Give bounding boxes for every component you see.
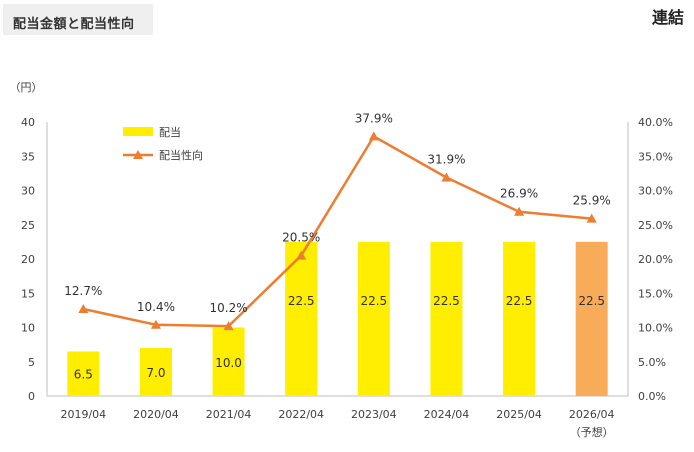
payout-ratio-label: 12.7%	[64, 284, 102, 298]
payout-ratio-marker	[78, 304, 89, 314]
x-tick-label: 2024/04	[424, 408, 470, 421]
legend-label-dividend: 配当	[159, 125, 181, 139]
x-tick-label: 2025/04	[496, 408, 542, 421]
y-tick-label: 20	[21, 253, 35, 266]
dividend-bar	[212, 327, 245, 396]
payout-ratio-marker	[296, 250, 307, 260]
x-tick-label: 2021/04	[206, 408, 252, 421]
y-axis-ticks: 0 5 10 15 20 25 30 35 40	[21, 116, 35, 403]
y2-tick-label: 15.0%	[638, 287, 673, 300]
dividend-bar-label: 22.5	[506, 294, 533, 308]
consolidated-label: 連結	[651, 8, 684, 27]
y2-tick-label: 10.0%	[638, 322, 673, 335]
payout-ratio-label: 10.4%	[137, 300, 175, 314]
chart-title: 配当金額と配当性向	[13, 17, 135, 32]
x-axis-ticks: 2019/04 2020/04 2021/04 2022/04 2023/04 2024/…	[60, 408, 614, 439]
y2-tick-label: 5.0%	[638, 356, 666, 369]
payout-ratio-labels: 12.7% 10.4% 10.2% 20.5% 37.9% 31.9% 26.9% 25.9%	[64, 111, 611, 315]
y-tick-label: 30	[21, 185, 35, 198]
y-axis-unit: （円）	[10, 81, 43, 94]
x-tick-label: 2019/04	[60, 408, 106, 421]
dividend-bar-label: 10.0	[215, 356, 242, 370]
dividend-bar	[67, 351, 100, 396]
dividend-bar-label: 22.5	[360, 294, 387, 308]
y2-axis-ticks: 0.0% 5.0% 10.0% 15.0% 20.0% 25.0% 30.0% 35.0% 40…	[638, 116, 673, 403]
y2-tick-label: 20.0%	[638, 253, 673, 266]
y-tick-label: 10	[21, 322, 35, 335]
payout-ratio-line	[78, 131, 597, 331]
dividend-bar	[430, 241, 463, 396]
payout-ratio-polyline	[83, 135, 592, 328]
dividend-bar-labels: 6.5 7.0 10.0 22.5 22.5 22.5 22.5 22.5	[74, 294, 605, 382]
title-box: 配当金額と配当性向	[3, 4, 153, 35]
dividend-bar-label: 22.5	[433, 294, 460, 308]
dividend-bar	[139, 348, 172, 396]
y-tick-label: 40	[21, 116, 35, 129]
legend-marker-payout-ratio	[133, 150, 143, 159]
y-tick-label: 0	[28, 390, 35, 403]
dividend-bars	[67, 241, 608, 396]
dividend-bar-label: 22.5	[578, 294, 605, 308]
payout-ratio-marker	[368, 131, 379, 141]
legend: 配当 配当性向	[123, 125, 203, 162]
dividend-bar	[503, 241, 536, 396]
legend-label-payout-ratio: 配当性向	[159, 148, 203, 162]
payout-ratio-marker	[150, 319, 161, 329]
payout-ratio-marker	[223, 321, 234, 331]
payout-ratio-label: 20.5%	[282, 231, 320, 245]
y2-tick-label: 30.0%	[638, 185, 673, 198]
x-tick-note: （予想）	[570, 425, 614, 439]
axes	[46, 122, 629, 397]
payout-ratio-label: 25.9%	[573, 194, 611, 208]
y2-tick-label: 25.0%	[638, 219, 673, 232]
dividend-bar-label: 22.5	[288, 294, 315, 308]
y2-tick-label: 0.0%	[638, 390, 666, 403]
legend-swatch-dividend	[123, 127, 153, 136]
payout-ratio-marker	[441, 172, 452, 182]
dividend-bar-label: 7.0	[146, 366, 165, 380]
dividend-bar	[357, 241, 390, 396]
dividend-bar-label: 6.5	[74, 368, 93, 382]
x-tick-label: 2023/04	[351, 408, 397, 421]
payout-ratio-label: 26.9%	[500, 187, 538, 201]
x-tick-label: 2022/04	[278, 408, 324, 421]
payout-ratio-label: 37.9%	[355, 111, 393, 125]
payout-ratio-marker	[586, 213, 597, 223]
y-tick-label: 5	[28, 356, 35, 369]
y2-tick-label: 40.0%	[638, 116, 673, 129]
payout-ratio-marker	[514, 206, 525, 216]
y-tick-label: 15	[21, 287, 35, 300]
x-tick-label: 2026/04	[569, 408, 615, 421]
payout-ratio-label: 10.2%	[210, 301, 248, 315]
y-tick-label: 25	[21, 219, 35, 232]
y2-tick-label: 35.0%	[638, 150, 673, 163]
x-tick-label: 2020/04	[133, 408, 179, 421]
y-tick-label: 35	[21, 150, 35, 163]
payout-ratio-label: 31.9%	[427, 152, 465, 166]
dividend-bar	[575, 241, 608, 396]
